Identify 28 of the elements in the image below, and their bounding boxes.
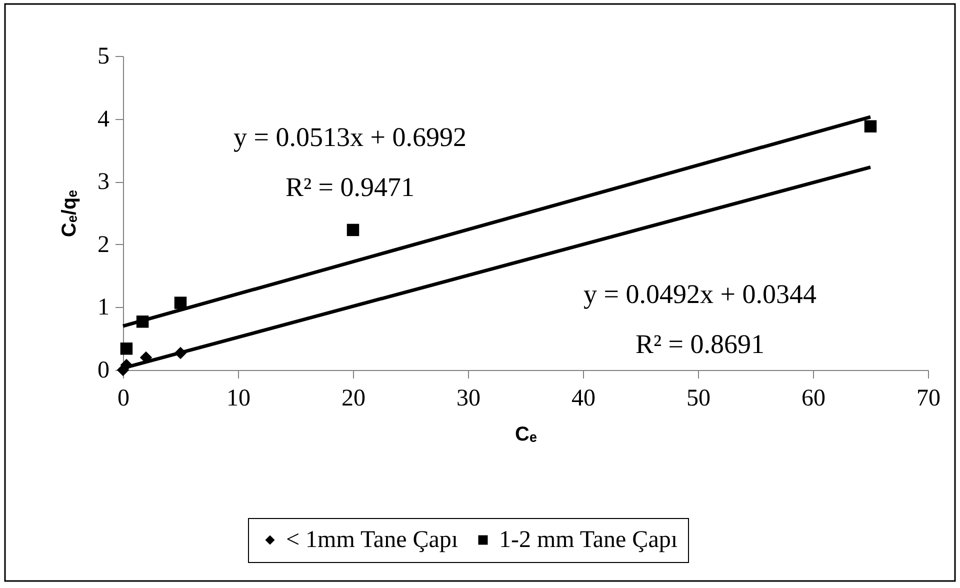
x-axis-title: Cₑ <box>515 424 538 446</box>
x-tick-label: 30 <box>456 386 480 412</box>
y-tick-label: 3 <box>98 169 110 196</box>
x-tick-label: 70 <box>916 386 940 412</box>
annotation: y = 0.0492x + 0.0344 <box>584 279 817 309</box>
x-tick-label: 0 <box>118 386 130 412</box>
point <box>174 346 187 360</box>
point <box>120 342 133 355</box>
annotation: R² = 0.9471 <box>285 172 415 202</box>
point <box>864 120 877 132</box>
point <box>174 296 187 309</box>
y-tick-label: 0 <box>98 358 110 384</box>
y-tick-label: 2 <box>98 232 110 258</box>
y-axis-title: Cₑ/qₑ <box>58 189 80 238</box>
x-tick-label: 10 <box>226 386 250 412</box>
x-tick-label: 50 <box>686 386 710 412</box>
legend-label: 1-2 mm Tane Çapı <box>499 527 678 553</box>
y-tick-label: 1 <box>98 294 110 321</box>
y-tick-label: 4 <box>98 106 110 132</box>
annotation: R² = 0.8691 <box>635 329 765 359</box>
x-tick-label: 20 <box>342 386 366 412</box>
legend-label: < 1mm Tane Çapı <box>286 527 458 553</box>
x-tick-label: 40 <box>572 386 596 412</box>
y-tick-label: 5 <box>98 44 110 70</box>
point <box>136 316 149 328</box>
x-tick-label: 60 <box>802 386 826 412</box>
point <box>346 224 360 236</box>
annotation: y = 0.0513x + 0.6992 <box>234 122 466 152</box>
